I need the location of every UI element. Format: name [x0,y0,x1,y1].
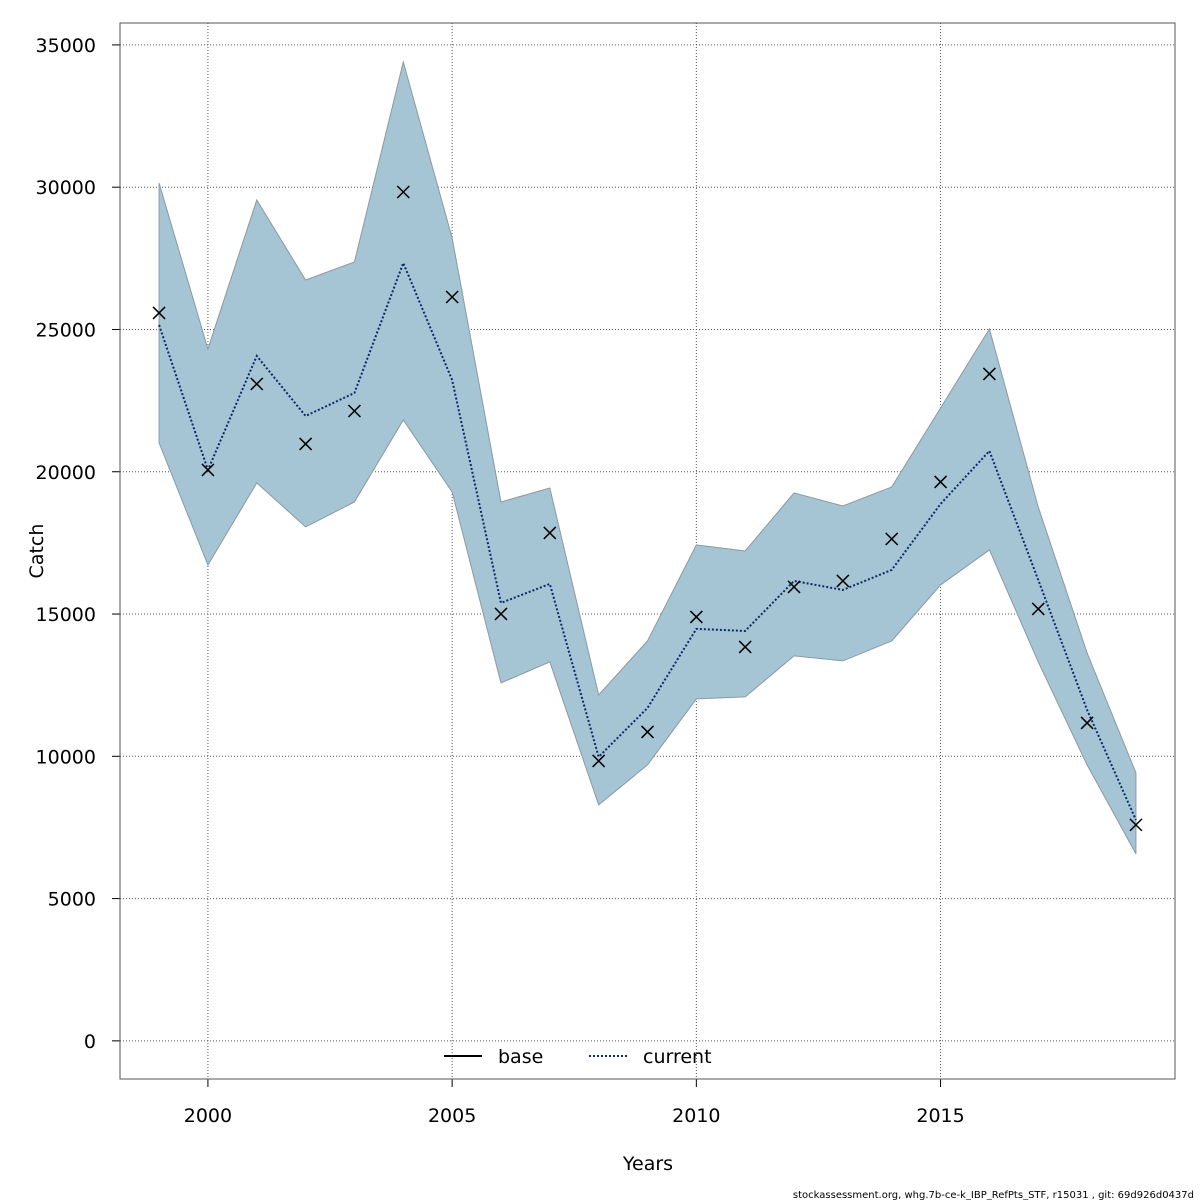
point-marker [396,185,410,199]
point-marker [494,607,508,621]
x-axis-label: Years [622,1153,673,1175]
y-tick-label: 20000 [36,462,96,484]
point-marker [885,532,899,546]
x-tick-label: 2005 [428,1105,476,1127]
point-marker [1080,716,1094,730]
point-marker [934,475,948,489]
y-tick-label: 15000 [36,604,96,626]
footer: stockassessment.org, whg.7b-ce-k_IBP_Ref… [793,1190,1194,1200]
point-marker [152,306,166,320]
y-tick-label: 10000 [36,746,96,768]
legend-label: base [498,1046,543,1068]
point-marker [250,377,264,391]
point-marker [836,574,850,588]
y-tick-label: 5000 [48,889,96,911]
point-marker [738,640,752,654]
point-marker [592,754,606,768]
point-marker [640,725,655,739]
x-tick-label: 2010 [672,1105,720,1127]
confidence-band [158,60,1137,855]
y-tick-label: 35000 [36,35,96,57]
point-marker [445,290,459,304]
plot-frame [119,22,1176,1080]
point-marker [299,437,313,451]
legend-label: current [643,1046,712,1068]
series-line [158,260,1137,821]
point-marker [347,404,361,418]
x-tick-label: 2000 [184,1105,232,1127]
point-marker [1031,602,1045,616]
point-marker [543,526,557,540]
x-tick-label: 2015 [916,1105,964,1127]
y-axis-label: Catch [26,524,48,579]
y-tick-label: 25000 [36,319,96,341]
y-tick-label: 0 [84,1031,96,1053]
y-tick-label: 30000 [36,177,96,199]
point-marker [201,463,215,477]
point-marker [787,580,801,594]
point-marker [982,367,996,381]
point-marker [1129,818,1143,832]
point-marker [689,610,703,624]
